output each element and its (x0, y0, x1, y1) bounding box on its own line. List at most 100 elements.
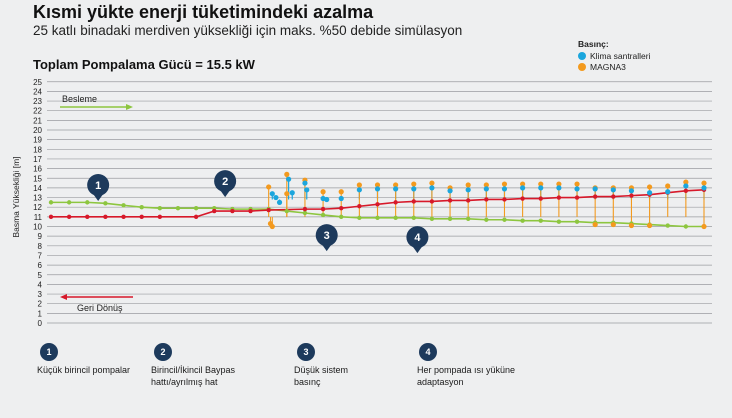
chart-title: Kısmi yükte enerji tüketimindeki azalma (33, 2, 374, 22)
magna3-point (338, 189, 344, 195)
y-tick-label: 8 (38, 242, 43, 251)
supply-point (665, 223, 670, 228)
return-point (357, 204, 362, 209)
magna3-point (483, 182, 489, 188)
return-point (193, 214, 199, 220)
return-arrowhead (60, 294, 67, 300)
magna3-point (284, 171, 290, 177)
magna3-point (701, 223, 707, 230)
ahu-point (324, 196, 330, 203)
return-point (556, 195, 562, 200)
ahu-point (393, 186, 399, 192)
y-tick-label: 7 (38, 251, 43, 260)
return-point (85, 214, 90, 220)
legend-ahu-swatch (578, 51, 586, 60)
return-point (411, 199, 416, 204)
chart-subtitle: 25 katlı binadaki merdiven yüksekliği iç… (33, 23, 463, 38)
magna3-point (393, 182, 399, 188)
supply-point (302, 210, 308, 216)
supply-point (157, 205, 163, 211)
ahu-point (520, 185, 526, 191)
supply-arrowhead (126, 104, 133, 110)
y-tick-label: 24 (33, 87, 42, 96)
supply-point (103, 201, 108, 206)
y-tick-label: 1 (38, 309, 43, 318)
magna3-point (520, 181, 526, 187)
magna3-point (269, 223, 275, 230)
note-marker-4: 4 (419, 343, 437, 361)
callout-number: 4 (414, 232, 421, 244)
magna3-point (701, 180, 707, 186)
return-point (683, 188, 689, 193)
callout-number: 3 (324, 230, 330, 242)
return-point (212, 208, 217, 214)
y-tick-label: 10 (33, 223, 42, 232)
y-tick-label: 6 (38, 261, 43, 270)
supply-label: Besleme (62, 94, 97, 104)
total-power-heading: Toplam Pompalama Gücü = 15.5 kW (33, 57, 255, 72)
magna3-point (429, 180, 435, 186)
return-point (302, 206, 308, 212)
supply-point (193, 205, 199, 211)
ahu-point (356, 187, 362, 193)
magna3-point (592, 221, 598, 228)
supply-point (465, 216, 471, 221)
legend-title: Basınç: (578, 39, 609, 49)
note-marker-1: 1 (40, 343, 58, 361)
return-point (465, 198, 471, 203)
ahu-point (610, 187, 616, 193)
y-tick-label: 22 (33, 107, 42, 116)
return-point (538, 196, 543, 201)
supply-point (375, 215, 380, 221)
ahu-point (701, 185, 707, 191)
supply-point (357, 215, 362, 221)
magna3-point (411, 181, 417, 187)
y-tick-label: 4 (38, 280, 43, 289)
magna3-point (683, 179, 689, 185)
ahu-point (538, 185, 544, 191)
return-point (248, 208, 253, 214)
return-point (103, 214, 108, 220)
callout-bubble (315, 224, 338, 247)
ahu-point (628, 188, 635, 194)
callout-number: 1 (95, 180, 101, 192)
y-tick-label: 14 (33, 184, 42, 193)
ahu-point (286, 176, 292, 182)
return-point (157, 214, 163, 220)
callout-pointer (93, 194, 104, 202)
legend-magna3-swatch (578, 62, 586, 71)
ahu-point (465, 187, 471, 193)
magna3-point (574, 181, 580, 187)
supply-point (393, 215, 398, 221)
callout-bubble (87, 174, 110, 197)
y-tick-label: 20 (33, 126, 42, 135)
ahu-point (646, 190, 653, 196)
supply-point (520, 218, 525, 223)
note-marker-2: 2 (154, 343, 172, 361)
return-point (574, 195, 580, 200)
magna3-point (320, 189, 326, 195)
return-point (339, 205, 344, 211)
y-tick-label: 16 (33, 165, 42, 174)
supply-point (447, 216, 453, 221)
magna3-point (628, 222, 635, 229)
return-point (484, 197, 489, 202)
return-point (502, 197, 507, 202)
legend-magna3-label: MAGNA3 (590, 61, 626, 72)
legend: Basınç: Klima santralleri MAGNA3 (578, 39, 650, 72)
callout-bubble (214, 170, 237, 193)
supply-point (175, 205, 181, 211)
magna3-point (665, 183, 671, 189)
legend-item-ahu: Klima santralleri (578, 50, 650, 61)
ahu-point (574, 186, 580, 192)
ahu-point (429, 185, 435, 191)
magna3-point (374, 182, 381, 188)
y-tick-label: 17 (33, 155, 42, 164)
callout-pointer (220, 190, 231, 198)
note-text-2: Birincil/İkincil Baypas hattı/ayrılmış h… (151, 365, 236, 387)
ahu-point (592, 186, 598, 192)
ahu-point (289, 190, 295, 196)
return-point (520, 196, 525, 201)
y-tick-label: 3 (38, 290, 43, 299)
